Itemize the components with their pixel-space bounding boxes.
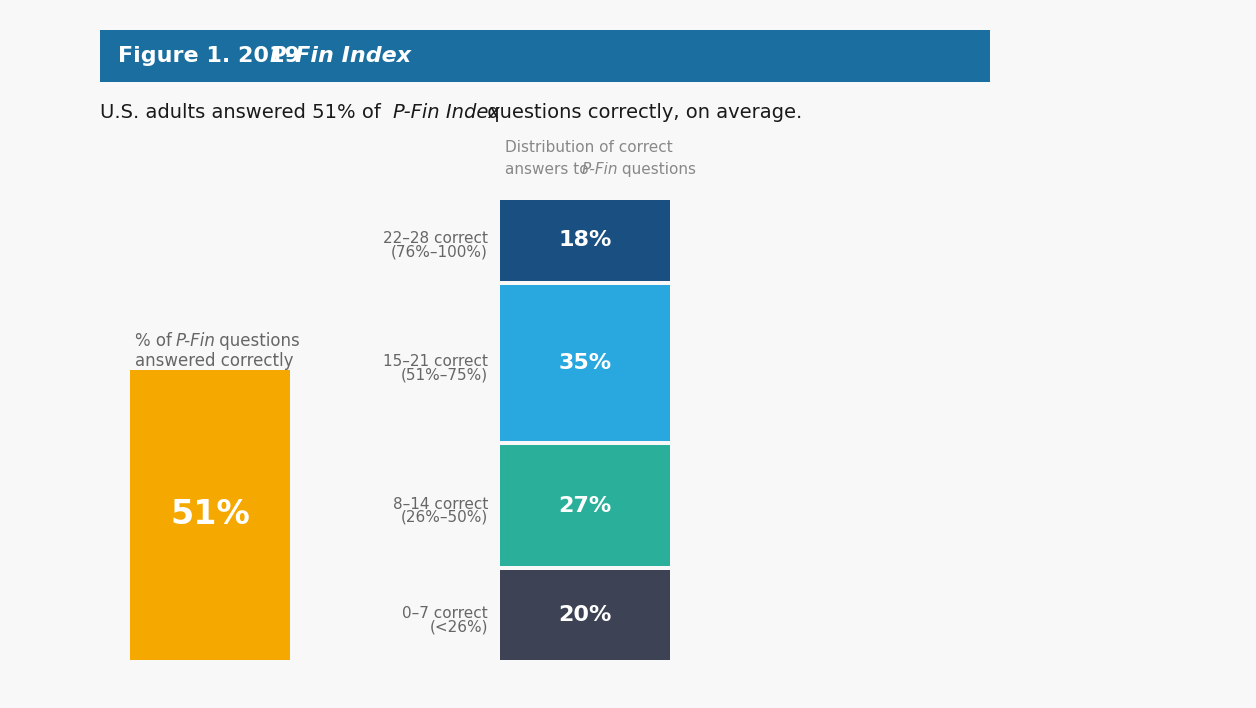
Text: 0–7 correct: 0–7 correct	[402, 606, 489, 621]
Text: answered correctly: answered correctly	[134, 352, 294, 370]
Text: P-Fin: P-Fin	[176, 332, 216, 350]
Text: P-Fin Index: P-Fin Index	[270, 46, 411, 66]
Text: answers to: answers to	[505, 162, 594, 177]
Text: 20%: 20%	[559, 605, 612, 625]
Bar	[131, 370, 290, 660]
Text: U.S. adults answered 51% of: U.S. adults answered 51% of	[100, 103, 387, 122]
Text: 51%: 51%	[170, 498, 250, 532]
Text: questions: questions	[617, 162, 696, 177]
Text: Distribution of correct: Distribution of correct	[505, 140, 673, 155]
Bar	[500, 571, 669, 660]
Text: 35%: 35%	[559, 353, 612, 373]
Text: 8–14 correct: 8–14 correct	[393, 497, 489, 512]
Text: P-Fin: P-Fin	[582, 162, 618, 177]
Bar	[500, 445, 669, 566]
Text: (<26%): (<26%)	[430, 620, 489, 634]
Text: P-Fin Index: P-Fin Index	[393, 103, 500, 122]
Text: 15–21 correct: 15–21 correct	[383, 354, 489, 369]
Text: 18%: 18%	[559, 230, 612, 251]
Text: (51%–75%): (51%–75%)	[401, 367, 489, 382]
Bar	[500, 285, 669, 442]
Text: 27%: 27%	[559, 496, 612, 516]
Text: questions: questions	[214, 332, 300, 350]
Bar	[500, 200, 669, 280]
Bar	[100, 30, 990, 82]
Text: % of: % of	[134, 332, 177, 350]
Text: Figure 1. 2019: Figure 1. 2019	[118, 46, 308, 66]
Text: (26%–50%): (26%–50%)	[401, 510, 489, 525]
Text: (76%–100%): (76%–100%)	[391, 244, 489, 259]
Text: 22–28 correct: 22–28 correct	[383, 232, 489, 246]
Text: questions correctly, on average.: questions correctly, on average.	[481, 103, 803, 122]
